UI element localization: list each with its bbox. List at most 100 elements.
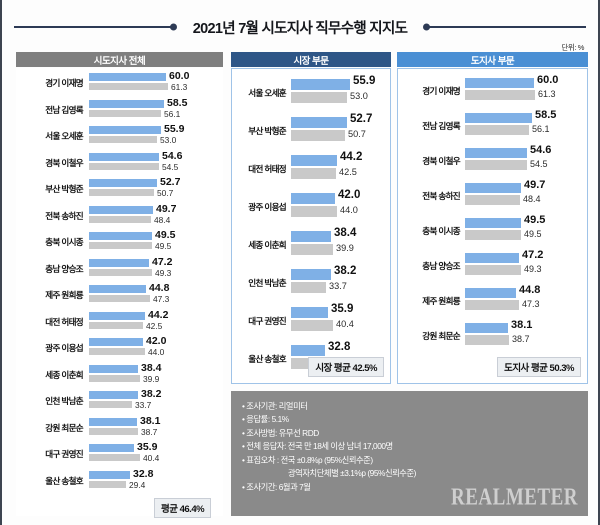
bar-previous — [88, 161, 160, 171]
chart-row: 전남 김영록 58.5 56.1 — [16, 96, 223, 121]
chart-row: 대구 권영진 35.9 40.4 — [232, 303, 390, 339]
row-label: 경기 이재명 — [45, 78, 83, 88]
chart-row: 대전 허태정 44.2 42.5 — [16, 309, 223, 333]
value-current: 32.8 — [133, 467, 154, 480]
row-bars: 44.8 47.3 — [88, 282, 223, 306]
row-bars: 52.7 50.7 — [290, 113, 390, 149]
average-badge-all: 평균 46.4% — [154, 498, 212, 518]
row-bars: 52.7 50.7 — [88, 176, 223, 200]
value-previous: 40.4 — [336, 319, 354, 329]
panel-governor: 경기 이재명 60.0 61.3 전남 김영록 58.5 56.1 경북 이철우 54.6 54… — [397, 68, 588, 384]
value-current: 54.6 — [530, 144, 552, 156]
value-previous: 39.9 — [336, 243, 354, 253]
value-previous: 49.3 — [155, 267, 172, 278]
row-label: 전남 김영록 — [422, 121, 460, 131]
row-bars: 60.0 61.3 — [88, 70, 223, 94]
bar-previous — [88, 294, 151, 303]
bar-current — [290, 154, 338, 167]
value-current: 35.9 — [331, 303, 354, 315]
chart-row: 전북 송하진 49.7 48.4 — [398, 179, 587, 212]
row-bars: 35.9 40.4 — [290, 303, 390, 339]
chart-row: 세종 이춘희 38.4 39.9 — [232, 227, 390, 263]
value-current: 38.1 — [140, 414, 161, 427]
title-rule-left — [2, 14, 187, 40]
chart-row: 부산 박형준 52.7 50.7 — [16, 176, 223, 200]
methodology-line: • 조사방법: 유무선 RDD — [242, 427, 319, 438]
bar-previous — [88, 373, 141, 383]
row-bars: 38.1 38.7 — [464, 319, 587, 352]
bar-current — [88, 310, 146, 321]
bar-previous — [88, 453, 141, 462]
value-current: 35.9 — [137, 441, 158, 453]
value-current: 44.2 — [340, 151, 363, 163]
value-current: 58.5 — [535, 109, 557, 121]
row-bars: 38.1 38.7 — [88, 414, 223, 439]
row-bars: 58.5 56.1 — [88, 96, 223, 121]
bar-previous — [88, 108, 162, 118]
value-current: 49.5 — [524, 214, 546, 226]
chart-row: 강원 최문순 38.1 38.7 — [16, 414, 223, 439]
average-badge-governor: 도지사 평균 50.3% — [497, 357, 581, 377]
row-bars: 55.9 53.0 — [88, 123, 223, 147]
bar-previous — [290, 243, 334, 256]
row-bars: 47.2 49.3 — [88, 256, 223, 280]
chart-row: 광주 이용섭 42.0 44.0 — [16, 335, 223, 359]
bar-previous — [88, 400, 133, 409]
row-bars: 49.7 48.4 — [464, 179, 587, 212]
value-previous: 49.5 — [524, 229, 542, 239]
value-previous: 54.5 — [530, 159, 548, 169]
bar-current — [290, 306, 329, 319]
value-current: 58.5 — [167, 96, 188, 109]
value-previous: 50.7 — [157, 188, 174, 198]
chart-row: 제주 원희룡 44.8 47.3 — [398, 284, 587, 317]
value-current: 60.0 — [169, 70, 190, 82]
value-current: 52.7 — [350, 113, 373, 125]
average-badge-mayor: 시장 평균 42.5% — [308, 357, 384, 377]
value-previous: 50.7 — [348, 129, 366, 139]
panel-all: 경기 이재명 60.0 61.3 전남 김영록 58.5 56.1 서울 오세훈 55.9 53… — [16, 68, 223, 516]
bar-previous — [290, 205, 338, 218]
value-previous: 54.5 — [162, 161, 179, 172]
bar-current — [290, 78, 351, 91]
bar-previous — [290, 281, 327, 294]
row-bars: 49.5 49.5 — [88, 229, 223, 253]
bar-current — [88, 178, 158, 188]
row-label: 광주 이용섭 — [45, 343, 83, 353]
row-label: 경기 이재명 — [422, 86, 460, 96]
row-label: 부산 박형준 — [45, 184, 83, 194]
value-previous: 49.5 — [155, 241, 172, 251]
value-current: 38.2 — [334, 265, 357, 277]
bar-current — [464, 252, 520, 264]
row-bars: 38.4 39.9 — [290, 227, 390, 263]
row-label: 강원 최문순 — [422, 331, 460, 341]
bar-previous — [88, 82, 169, 91]
row-bars: 44.8 47.3 — [464, 284, 587, 317]
bar-current — [88, 204, 154, 215]
chart-row: 대구 권영진 35.9 40.4 — [16, 441, 223, 465]
column-header-all: 시도지사 전체 — [16, 52, 223, 67]
bar-previous — [464, 334, 510, 346]
chart-row: 충북 이시종 49.5 49.5 — [16, 229, 223, 253]
methodology-line: • 전체 응답자: 전국 만 18세 이상 남녀 17,000명 — [242, 441, 393, 452]
title-rule-right — [413, 14, 598, 40]
row-label: 인천 박남춘 — [45, 396, 83, 406]
bar-current — [464, 182, 522, 194]
value-current: 32.8 — [328, 341, 351, 353]
chart-row: 경기 이재명 60.0 61.3 — [398, 74, 587, 107]
value-previous: 61.3 — [538, 89, 556, 99]
chart-row: 제주 원희룡 44.8 47.3 — [16, 282, 223, 306]
chart-row: 부산 박형준 52.7 50.7 — [232, 113, 390, 149]
bar-current — [88, 337, 144, 347]
row-bars: 35.9 40.4 — [88, 441, 223, 465]
column-header-mayor: 시장 부문 — [231, 52, 391, 67]
bar-previous — [290, 319, 334, 332]
value-current: 55.9 — [164, 123, 185, 135]
bar-current — [88, 125, 162, 135]
bar-previous — [88, 188, 155, 197]
value-current: 42.0 — [146, 335, 167, 347]
bar-previous — [290, 129, 346, 142]
row-bars: 58.5 56.1 — [464, 109, 587, 142]
row-label: 제주 원희룡 — [45, 290, 83, 300]
